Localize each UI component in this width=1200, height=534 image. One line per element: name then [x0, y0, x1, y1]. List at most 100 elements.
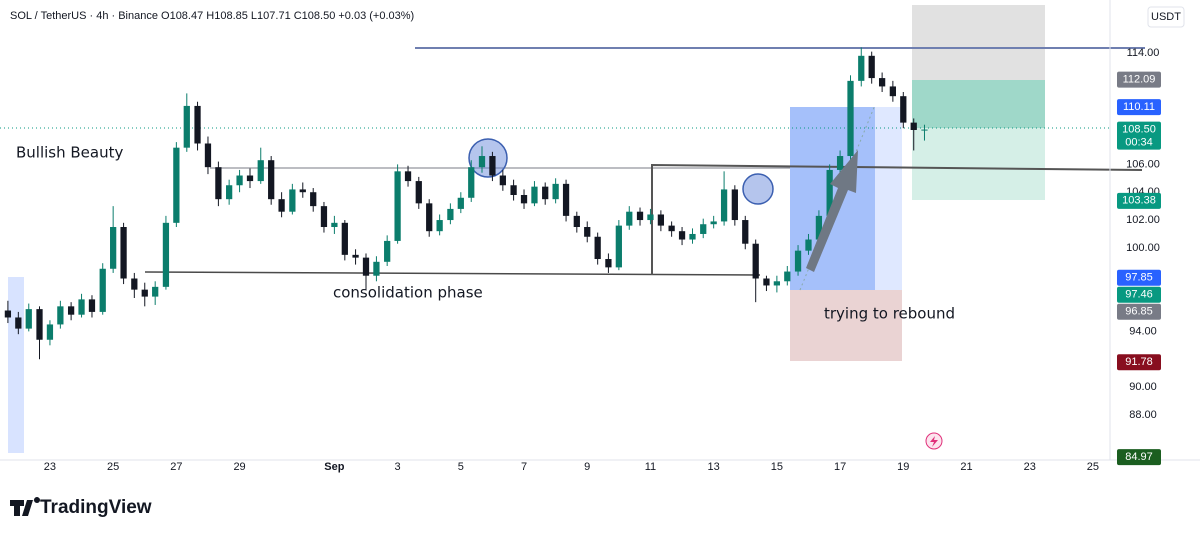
candle-body [542, 186, 549, 200]
candle-body [552, 183, 559, 200]
countdown: 00:34 [1125, 136, 1153, 148]
candle-body [815, 215, 823, 240]
profit-box [912, 128, 1045, 200]
candle-body [246, 175, 254, 182]
price-label-text: 108.50 [1122, 123, 1156, 135]
candle-body [4, 310, 12, 318]
price-label-text: 112.09 [1123, 74, 1156, 86]
candle-body [57, 306, 64, 325]
candle-body [457, 197, 464, 209]
highlight-circle [468, 138, 508, 178]
candle-body [615, 225, 622, 268]
price-label-text: 84.97 [1125, 451, 1153, 463]
candle-body [352, 254, 359, 258]
price-label-text: 97.46 [1125, 289, 1153, 301]
x-tick-label: 15 [771, 461, 783, 473]
candle-body [847, 80, 854, 157]
candle-body [110, 227, 117, 269]
header: SOL / TetherUS · 4h · Binance O108.47 H1… [10, 10, 414, 22]
x-tick-label: 5 [458, 461, 464, 473]
candle-body [120, 227, 127, 279]
candle-body [257, 160, 264, 182]
candle-body [226, 185, 233, 200]
candle-body [573, 215, 580, 228]
price-label [1117, 99, 1161, 116]
candle-body [415, 181, 422, 204]
y-tick-label: 90.00 [1129, 381, 1157, 393]
candle-body [78, 299, 85, 315]
candles [4, 47, 928, 360]
candle-body [900, 96, 907, 123]
candle-body [141, 289, 148, 297]
candle-body [626, 211, 633, 226]
y-tick-label: 106.00 [1126, 158, 1160, 170]
candle-body [520, 194, 528, 204]
x-tick-label: 23 [44, 461, 56, 473]
candle-body [510, 185, 517, 195]
candle-body [447, 208, 454, 221]
annotation: consolidation phase [333, 284, 483, 302]
candle-body [594, 236, 601, 260]
price-label-text: 91.78 [1125, 356, 1153, 368]
candle-body [131, 278, 138, 290]
candle-body [805, 239, 812, 251]
candle-body [910, 122, 917, 130]
y-tick-label: 102.00 [1126, 214, 1160, 226]
candle-body [647, 214, 654, 221]
annotation: trying to rebound [824, 305, 955, 323]
candle-body [310, 192, 317, 207]
candle-body [784, 271, 791, 282]
candle-body [278, 199, 285, 212]
currency[interactable]: USDT [1151, 11, 1181, 23]
x-tick-label: 27 [170, 461, 182, 473]
icon [930, 436, 938, 447]
price-label [1117, 192, 1161, 209]
price-label [1117, 286, 1161, 303]
x-tick-label: 9 [584, 461, 590, 473]
y-tick-label: 88.00 [1129, 409, 1157, 421]
candle-body [194, 105, 201, 144]
path-line [799, 104, 876, 291]
price-label [1117, 354, 1161, 371]
candle-body [752, 243, 759, 279]
candle-body [478, 156, 486, 168]
x-tick-label: 17 [834, 461, 846, 473]
range-box [875, 107, 902, 290]
candle-body [921, 129, 928, 131]
price-label [1117, 269, 1161, 286]
candle-body [36, 309, 43, 340]
price-label-text: 97.85 [1125, 272, 1153, 284]
candle-body [584, 227, 591, 237]
price-label-text: 96.85 [1125, 306, 1153, 318]
annotation: Bullish Beauty [16, 144, 123, 162]
x-tick-label: Sep [324, 461, 344, 473]
currency-button[interactable] [1147, 6, 1185, 28]
target-box [912, 5, 1045, 80]
x-tick-label: 7 [521, 461, 527, 473]
x-tick-label: 29 [233, 461, 245, 473]
candle-body [489, 156, 496, 176]
profit-box [912, 80, 1045, 128]
trend-line [144, 271, 761, 276]
candle-body [636, 211, 644, 221]
price-label [1117, 449, 1161, 466]
candle-body [710, 221, 717, 225]
candle-body [99, 268, 106, 312]
candle-body [88, 299, 96, 312]
brand: TradingView [40, 497, 152, 518]
price-label-text: 103.38 [1122, 195, 1156, 207]
candle-body [426, 203, 433, 232]
candle-body [215, 167, 222, 200]
arrow [806, 150, 858, 272]
x-tick-label: 19 [897, 461, 909, 473]
candle-body [162, 222, 170, 287]
candle-body [289, 189, 296, 212]
candle-body [836, 156, 844, 170]
y-tick-label: 100.00 [1126, 242, 1160, 254]
candle-body [331, 222, 338, 228]
candle-body [404, 171, 412, 182]
y-tick-label: 94.00 [1129, 325, 1157, 337]
candle-body [15, 317, 22, 329]
x-tick-label: 23 [1024, 461, 1036, 473]
candle-body [742, 220, 749, 244]
